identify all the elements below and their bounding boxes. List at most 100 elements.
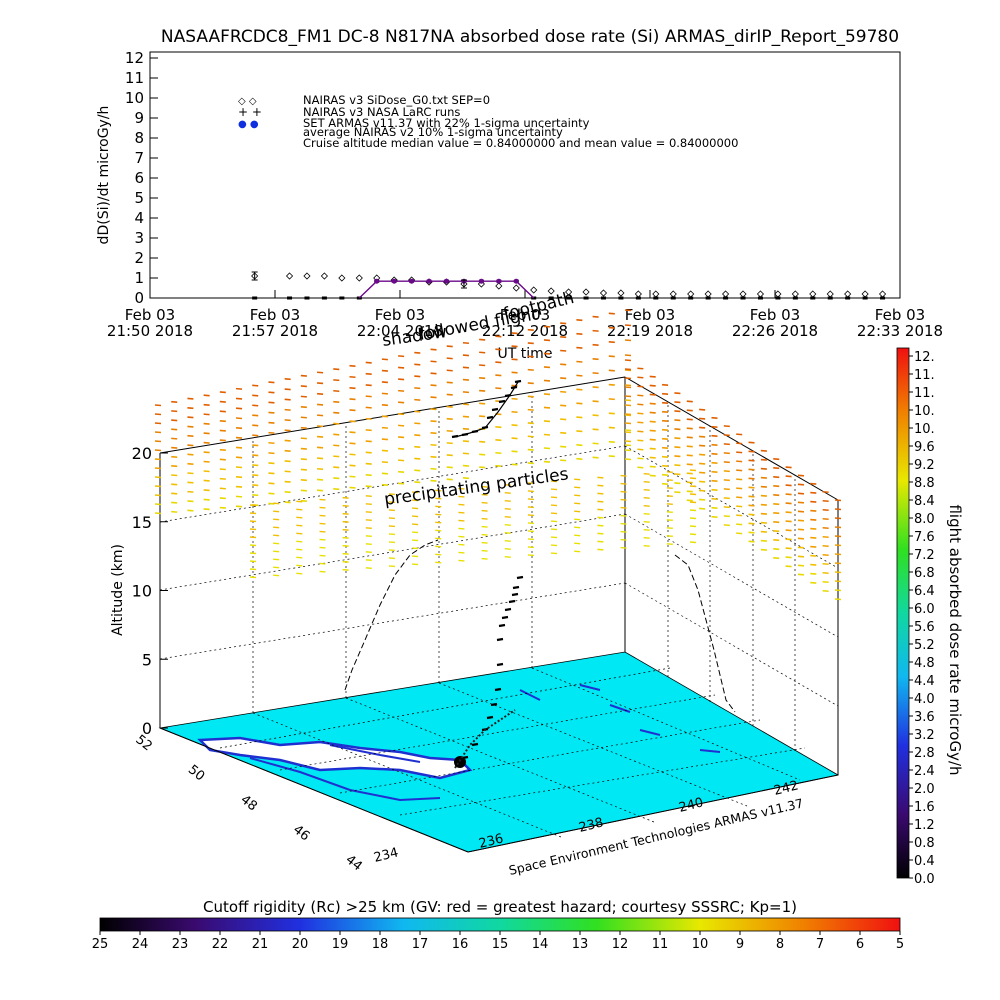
particle-mark <box>203 470 210 473</box>
particle-mark <box>504 508 511 510</box>
particle-mark <box>810 527 817 530</box>
particle-mark <box>462 476 469 480</box>
particle-mark <box>388 525 396 528</box>
particle-mark <box>592 456 599 459</box>
time-x-tick-time: 22:04 2018 <box>357 322 443 340</box>
particle-mark <box>608 355 615 358</box>
armas-point <box>705 296 711 300</box>
particle-mark <box>296 532 303 535</box>
particle-mark <box>381 472 388 475</box>
particle-mark <box>699 480 706 483</box>
particle-mark <box>511 332 518 335</box>
particle-mark <box>661 410 669 414</box>
particle-mark <box>597 548 604 551</box>
particle-mark <box>388 533 396 536</box>
particle-mark <box>414 457 421 460</box>
particle-mark <box>412 547 419 550</box>
particle-mark <box>504 540 511 542</box>
particle-mark <box>711 470 718 473</box>
particle-mark <box>608 398 615 401</box>
particle-mark <box>235 417 243 420</box>
nairas-diamond-point <box>861 290 869 298</box>
particle-mark <box>284 388 291 391</box>
particle-mark <box>219 448 226 452</box>
flight-track-point <box>491 407 499 412</box>
armas-point <box>845 296 851 300</box>
rigidity-colorbar-tick-label: 19 <box>332 937 349 952</box>
particle-mark <box>748 468 755 471</box>
particle-mark <box>435 545 442 548</box>
particle-mark <box>550 496 558 499</box>
particle-mark <box>365 406 372 409</box>
particle-mark <box>268 401 275 404</box>
nairas-diamond-point <box>338 274 346 282</box>
rigidity-colorbar-tick-label: 18 <box>372 937 389 952</box>
rigidity-colorbar-tick-label: 13 <box>572 937 589 952</box>
particle-mark <box>268 431 275 434</box>
particle-mark <box>810 509 817 512</box>
particle-mark <box>624 395 632 398</box>
particle-mark <box>435 521 442 524</box>
particle-mark <box>597 508 604 511</box>
airport-marker <box>454 756 466 768</box>
particle-mark <box>674 419 681 422</box>
dose-colorbar-tick-label: 11. <box>914 368 935 383</box>
flight-track-point <box>494 687 502 692</box>
particle-mark <box>661 437 669 441</box>
particle-mark <box>773 548 780 551</box>
time-x-tick-time: 21:50 2018 <box>107 322 193 340</box>
chart-title: NASAAFRCDC8_FM1 DC-8 N817NA absorbed dos… <box>161 27 899 47</box>
particle-mark <box>797 564 805 567</box>
particle-mark <box>154 422 162 425</box>
nairas-diamond-point <box>582 288 590 296</box>
particle-mark <box>249 520 257 523</box>
particle-mark <box>560 363 567 366</box>
particle-mark <box>797 555 805 558</box>
particle-mark <box>592 343 599 347</box>
flight-track-point <box>504 607 512 612</box>
particle-mark <box>300 406 307 409</box>
particle-mark <box>381 438 388 441</box>
particle-mark <box>349 364 356 367</box>
particle-mark <box>479 338 486 341</box>
particle-mark <box>543 433 551 436</box>
particle-mark <box>592 414 599 417</box>
particle-mark <box>388 509 396 512</box>
particle-mark <box>760 494 767 497</box>
time-x-tick-date: Feb 03 <box>500 306 550 324</box>
particle-mark <box>504 516 511 518</box>
nairas-diamond-point <box>285 272 294 280</box>
particle-mark <box>560 445 567 448</box>
particle-mark <box>686 463 693 466</box>
particle-mark <box>414 387 421 390</box>
particle-mark <box>689 501 697 504</box>
particle-mark <box>785 511 792 514</box>
particle-mark <box>785 529 792 532</box>
particle-mark <box>319 522 326 525</box>
particle-mark <box>822 553 829 557</box>
particle-mark <box>252 494 259 497</box>
particle-mark <box>414 469 421 472</box>
particle-mark <box>643 504 650 507</box>
particle-mark <box>608 383 615 386</box>
flight-track-point <box>496 637 504 642</box>
particle-mark <box>319 538 326 541</box>
particle-mark <box>527 328 534 331</box>
particle-mark <box>273 534 280 537</box>
particle-mark <box>643 512 650 515</box>
particle-mark <box>748 531 755 534</box>
particle-mark <box>219 506 226 509</box>
particle-mark <box>674 428 681 431</box>
particle-mark <box>723 524 730 527</box>
altitude-axis: 0 5 10 15 20 <box>132 444 168 738</box>
particle-mark <box>527 506 534 509</box>
particle-mark <box>479 351 486 354</box>
particle-mark <box>296 500 303 503</box>
particle-mark <box>398 366 405 369</box>
particle-mark <box>171 455 178 458</box>
particle-mark <box>412 555 419 558</box>
particle-mark <box>435 561 442 564</box>
particle-mark <box>333 477 340 480</box>
particle-mark <box>203 432 210 435</box>
flight-track-point <box>490 702 498 707</box>
